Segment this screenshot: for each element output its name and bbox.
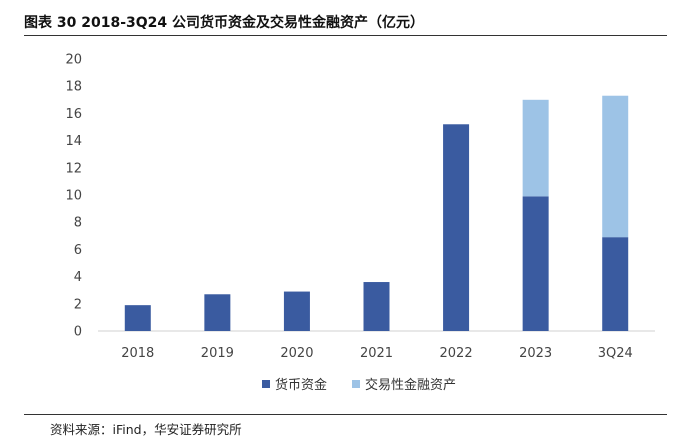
bar-cash-2022 [443,124,470,331]
x-tick-label: 2018 [121,346,154,361]
y-tick-label: 16 [65,107,82,122]
x-tick-label: 2020 [280,346,313,361]
x-tick-label: 3Q24 [598,346,633,361]
bar-cash-2023 [522,196,549,331]
legend-swatch [352,380,360,388]
bar-cash-2020 [283,291,310,331]
y-tick-label: 12 [65,161,82,176]
x-tick-label: 2023 [519,346,552,361]
y-axis-ticks: 0 2 4 6 8 10 12 14 16 18 20 [65,53,82,340]
bar-cash-2018 [124,305,151,331]
x-tick-label: 2019 [201,346,234,361]
y-tick-label: 8 [74,216,82,231]
bar-cash-2021 [363,282,390,331]
bar-trading-assets-2023 [522,99,549,197]
bar-trading-assets-3Q24 [602,95,629,238]
y-tick-label: 10 [65,189,82,204]
y-tick-label: 4 [74,270,82,285]
legend-label: 货币资金 [275,377,327,393]
y-tick-label: 6 [74,243,82,258]
y-tick-label: 18 [65,80,82,95]
y-tick-label: 0 [74,325,82,340]
footer-divider [24,414,667,415]
legend: 货币资金 交易性金融资产 [262,377,456,393]
x-tick-label: 2021 [360,346,393,361]
source-note: 资料来源：iFind，华安证券研究所 [50,422,242,437]
bars [124,95,629,331]
y-tick-label: 14 [65,134,82,149]
legend-label: 交易性金融资产 [365,377,456,393]
bar-cash-2019 [204,294,231,331]
title-divider [24,35,667,36]
legend-swatch [262,380,270,388]
y-tick-label: 2 [74,297,82,312]
chart-title: 图表 30 2018-3Q24 公司货币资金及交易性金融资产（亿元） [24,15,425,31]
x-axis-ticks: 2018 2019 2020 2021 2022 2023 3Q24 [121,346,632,361]
y-tick-label: 20 [65,53,82,68]
x-tick-label: 2022 [440,346,473,361]
bar-cash-3Q24 [602,237,629,331]
